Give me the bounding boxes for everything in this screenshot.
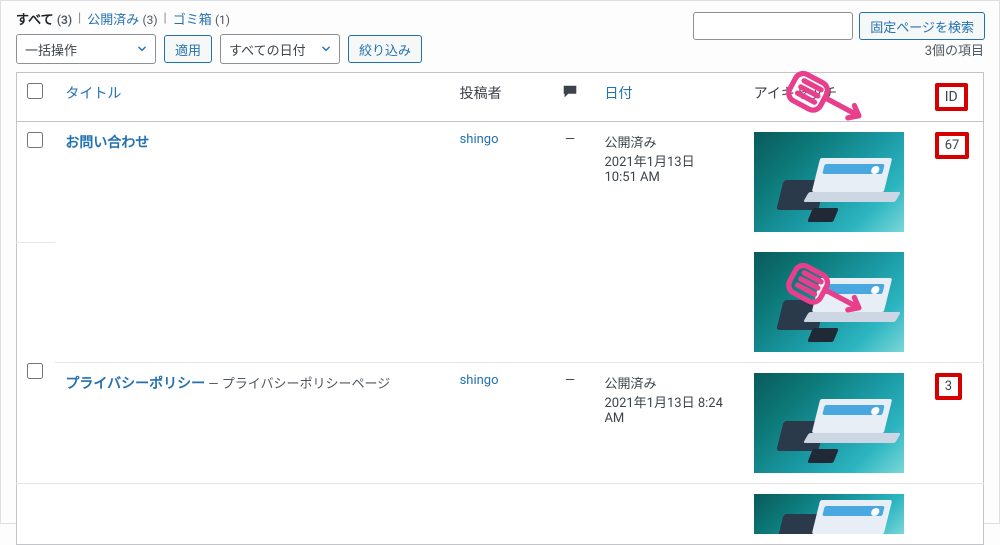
featured-image[interactable] [754,252,904,352]
column-id: ID [925,73,984,122]
select-all-checkbox[interactable] [27,83,43,99]
page-excerpt: — プライバシーポリシーページ [208,377,390,392]
id-value-highlight: 3 [935,373,962,400]
publish-time: AM [604,411,733,426]
column-date[interactable]: 日付 [594,73,743,122]
comments-count: — [565,132,575,147]
author-link[interactable]: shingo [460,132,499,147]
table-row [17,242,984,363]
separator: | [160,11,171,26]
filter-published-count: (3) [142,13,157,27]
row-checkbox[interactable] [27,363,43,379]
separator: | [74,11,85,26]
search-button[interactable]: 固定ページを検索 [859,12,985,40]
filter-trash-count: (1) [215,13,230,27]
comments-count: — [565,373,575,388]
bulk-action-select[interactable]: 一括操作 [16,34,156,64]
author-link[interactable]: shingo [460,373,499,388]
filter-all[interactable]: すべて (3) [16,9,72,28]
page-title-link[interactable]: お問い合わせ [65,135,149,151]
featured-image[interactable] [754,373,904,473]
id-value-highlight: 67 [935,132,970,159]
column-comments[interactable] [545,73,594,122]
publish-date: 2021年1月13日 [604,151,733,170]
comment-icon [561,83,579,101]
pages-table: タイトル 投稿者 日付 アイキャッチ ID お問い合わせ shingo [16,72,984,545]
item-count: 3個の項目 [925,40,984,59]
publish-status: 公開済み [604,373,733,392]
page-title-link[interactable]: プライバシーポリシー [65,376,205,392]
row-checkbox[interactable] [27,132,43,148]
date-filter-label: すべての日付 [229,40,306,59]
search-input[interactable] [693,12,853,40]
publish-time: 10:51 AM [604,170,733,185]
chevron-down-icon [135,42,149,56]
featured-image[interactable] [754,494,904,534]
filter-trash[interactable]: ゴミ箱 (1) [173,9,230,28]
filter-trash-label: ゴミ箱 [173,13,212,28]
column-title[interactable]: タイトル [55,73,449,122]
featured-image[interactable] [754,132,904,232]
column-thumbnail: アイキャッチ [744,73,925,122]
publish-status: 公開済み [604,132,733,151]
publish-date: 2021年1月13日 8:24 [604,392,733,411]
filter-all-count: (3) [57,13,72,27]
table-row [17,484,984,545]
apply-button[interactable]: 適用 [164,35,212,63]
filter-all-label: すべて [16,13,54,28]
filter-published[interactable]: 公開済み (3) [87,9,157,28]
filter-published-label: 公開済み [87,13,139,28]
table-row: プライバシーポリシー — プライバシーポリシーページ shingo — 公開済み… [17,363,984,484]
filter-button[interactable]: 絞り込み [348,35,422,63]
id-header-highlight: ID [935,83,968,111]
date-filter-select[interactable]: すべての日付 [220,34,340,64]
column-author: 投稿者 [450,73,546,122]
table-row: お問い合わせ shingo — 公開済み 2021年1月13日 10:51 AM [17,122,984,243]
bulk-action-label: 一括操作 [25,40,77,59]
chevron-down-icon [319,42,333,56]
